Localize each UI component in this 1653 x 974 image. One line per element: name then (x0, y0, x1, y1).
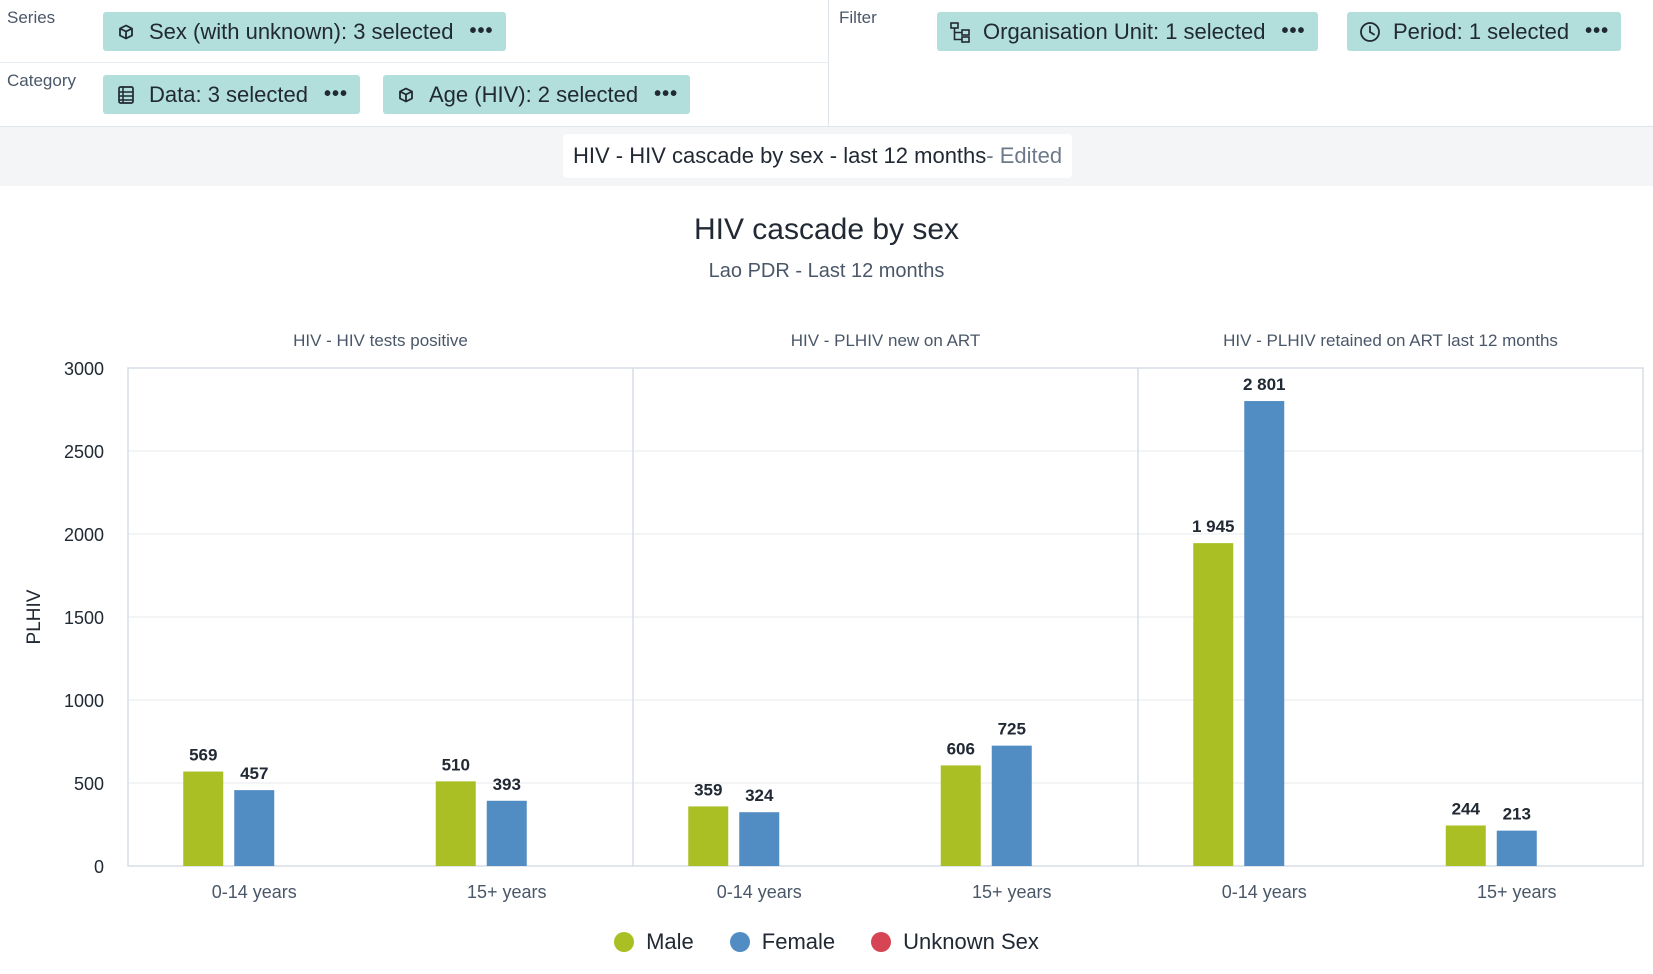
data-table-icon (115, 84, 137, 106)
bar-male (183, 771, 224, 866)
chip-org-unit-menu-icon[interactable]: ••• (1281, 20, 1306, 42)
data-label: 324 (745, 786, 774, 805)
y-axis-label: PLHIV (24, 589, 45, 644)
legend-marker (614, 932, 635, 952)
y-tick-label: 3000 (64, 359, 104, 379)
bar-male (1445, 825, 1486, 866)
group-header: HIV - HIV tests positive (293, 331, 468, 350)
bar-female (1244, 401, 1285, 866)
chip-data-label: Data: 3 selected (149, 81, 308, 107)
legend-label: Unknown Sex (903, 929, 1039, 954)
chip-age[interactable]: Age (HIV): 2 selected ••• (383, 75, 691, 114)
x-tick-label: 0-14 years (1222, 882, 1307, 902)
y-tick-label: 1000 (64, 691, 104, 711)
x-tick-label: 0-14 years (212, 882, 297, 902)
series-axis[interactable]: Series Sex (with unknown): 3 selected ••… (0, 0, 828, 63)
y-tick-label: 2000 (64, 525, 104, 545)
x-tick-label: 15+ years (467, 882, 547, 902)
filter-axis-label: Filter (839, 8, 877, 27)
dimension-cube-icon (395, 84, 417, 106)
legend-item-unknown-sex[interactable]: Unknown Sex (871, 929, 1039, 955)
data-label: 213 (1503, 805, 1531, 824)
bar-female (234, 790, 275, 866)
legend-marker (871, 932, 892, 952)
data-label: 393 (493, 775, 521, 794)
legend-marker (729, 932, 750, 952)
data-label: 606 (947, 739, 975, 758)
chart-subtitle: Lao PDR - Last 12 months (708, 260, 945, 282)
visualization-title[interactable]: HIV - HIV cascade by sex - last 12 month… (563, 134, 1073, 178)
y-tick-label: 2500 (64, 442, 104, 462)
layout-right-column: Filter Organisation Unit: 1 selected •••… (829, 0, 1653, 126)
bar-male (1193, 543, 1234, 866)
x-tick-label: 0-14 years (717, 882, 802, 902)
bar-female (1496, 830, 1537, 866)
bar-male (940, 765, 981, 866)
data-label: 569 (189, 746, 217, 765)
x-tick-label: 15+ years (1477, 882, 1557, 902)
y-tick-label: 500 (74, 774, 104, 794)
data-label: 2 801 (1243, 375, 1286, 394)
clock-icon (1359, 21, 1381, 43)
chip-org-unit[interactable]: Organisation Unit: 1 selected ••• (937, 12, 1318, 51)
data-label: 725 (998, 720, 1026, 739)
legend-label: Female (761, 929, 836, 954)
chip-period-label: Period: 1 selected (1393, 18, 1570, 44)
bar-male (688, 806, 729, 866)
visualization-name: HIV - HIV cascade by sex - last 12 month… (573, 143, 987, 168)
chip-data-menu-icon[interactable]: ••• (323, 83, 348, 105)
group-header: HIV - PLHIV new on ART (791, 331, 981, 350)
legend-item-female[interactable]: Female (729, 929, 836, 955)
data-label: 244 (1452, 799, 1481, 818)
edited-status: - Edited (986, 143, 1063, 168)
legend-label: Male (646, 929, 694, 954)
chart-title: HIV cascade by sex (693, 213, 960, 246)
group-header: HIV - PLHIV retained on ART last 12 mont… (1223, 331, 1558, 350)
chip-sex-menu-icon[interactable]: ••• (469, 20, 494, 42)
y-tick-label: 0 (94, 857, 104, 877)
chip-data[interactable]: Data: 3 selected ••• (103, 75, 360, 114)
chip-org-unit-label: Organisation Unit: 1 selected (983, 18, 1266, 44)
data-label: 457 (240, 764, 268, 783)
bar-female (739, 812, 780, 866)
dimension-cube-icon (115, 21, 137, 43)
chip-age-label: Age (HIV): 2 selected (429, 81, 639, 107)
bar-female (991, 745, 1032, 866)
bar-female (486, 800, 527, 866)
data-label: 1 945 (1192, 517, 1235, 536)
plot-frame (127, 367, 1644, 867)
chip-age-menu-icon[interactable]: ••• (654, 83, 679, 105)
chart-legend: Male Female Unknown Sex (0, 929, 1653, 955)
data-label: 359 (694, 780, 722, 799)
layout-left-column: Series Sex (with unknown): 3 selected ••… (0, 0, 829, 126)
chip-sex[interactable]: Sex (with unknown): 3 selected ••• (103, 12, 506, 51)
filter-axis[interactable]: Filter Organisation Unit: 1 selected •••… (829, 0, 1653, 126)
org-tree-icon (949, 21, 971, 43)
y-tick-label: 1500 (64, 608, 104, 628)
chip-period-menu-icon[interactable]: ••• (1585, 20, 1610, 42)
legend-item-male[interactable]: Male (614, 929, 694, 955)
series-axis-label: Series (7, 8, 56, 27)
x-tick-label: 15+ years (972, 882, 1052, 902)
bar-male (435, 781, 476, 866)
chip-period[interactable]: Period: 1 selected ••• (1347, 12, 1622, 51)
visualization-title-bar: HIV - HIV cascade by sex - last 12 month… (0, 127, 1653, 186)
category-axis[interactable]: Category Data: 3 selected ••• Age (HIV):… (0, 63, 828, 125)
data-label: 510 (442, 755, 470, 774)
chip-sex-label: Sex (with unknown): 3 selected (149, 18, 454, 44)
layout-bar: Series Sex (with unknown): 3 selected ••… (0, 0, 1653, 127)
category-axis-label: Category (7, 71, 76, 90)
